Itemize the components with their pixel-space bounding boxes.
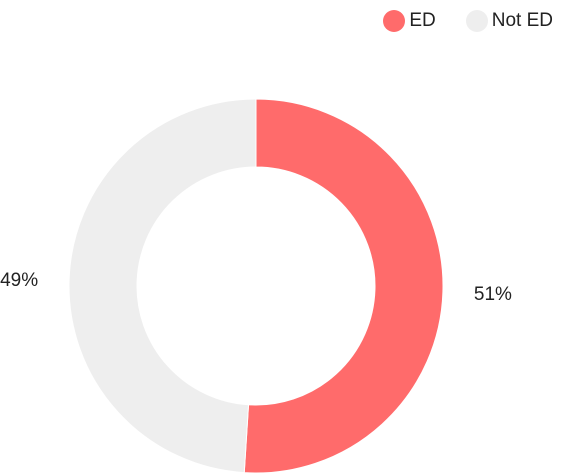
legend-swatch-not-ed [465, 10, 488, 32]
legend-item-ed[interactable]: ED [383, 10, 436, 32]
chart-legend: ED Not ED [383, 10, 553, 32]
slice-label-ed: 51% [474, 284, 512, 305]
slice-label-not-ed: 49% [0, 270, 38, 291]
legend-swatch-ed [383, 10, 406, 32]
legend-label-not-ed: Not ED [491, 10, 553, 31]
donut-slice-not-ed[interactable] [68, 98, 257, 474]
donut-slices [68, 98, 444, 474]
donut-slice-ed[interactable] [243, 98, 444, 474]
legend-label-ed: ED [409, 10, 436, 31]
slice-labels: 51% 49% [0, 270, 512, 305]
legend-item-not-ed[interactable]: Not ED [465, 10, 553, 32]
